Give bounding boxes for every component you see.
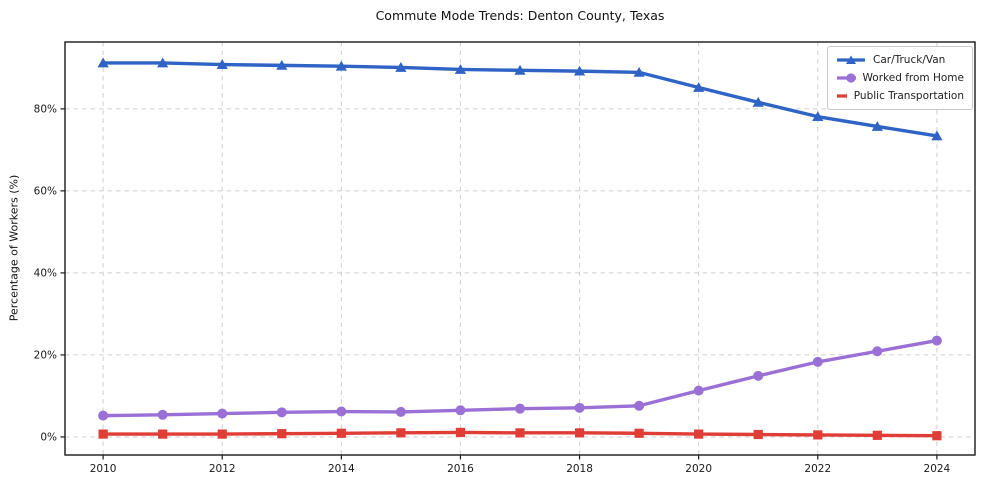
data-point-marker-worked-from-home — [336, 406, 347, 417]
data-point-marker-worked-from-home — [931, 335, 942, 346]
plot-border — [64, 41, 976, 456]
data-point-marker-public-transportation — [98, 429, 108, 439]
data-point-marker-public-transportation — [872, 430, 882, 440]
data-point-marker-worked-from-home — [812, 356, 823, 367]
legend-item-car-truck-van: Car/Truck/Van — [836, 53, 964, 67]
data-point-marker-car-truck-van — [454, 64, 467, 74]
data-point-marker-public-transportation — [574, 428, 585, 438]
y-tick-label: 80% — [34, 103, 57, 115]
y-tick-label: 0% — [40, 431, 57, 443]
x-tick-label: 2018 — [566, 463, 593, 475]
data-point-marker-public-transportation — [277, 429, 287, 439]
x-tick-label: 2016 — [447, 463, 474, 475]
data-point-marker-car-truck-van — [871, 121, 883, 131]
data-point-marker-public-transportation — [932, 431, 942, 441]
x-tick-label: 2022 — [804, 463, 831, 475]
data-point-marker-public-transportation — [753, 429, 763, 440]
data-point-marker-worked-from-home — [455, 405, 466, 416]
data-point-marker-car-truck-van — [752, 96, 764, 107]
data-point-marker-worked-from-home — [753, 370, 764, 381]
circle-marker-icon — [837, 73, 856, 83]
data-point-marker-public-transportation — [217, 429, 227, 439]
data-point-marker-public-transportation — [455, 427, 466, 438]
data-point-marker-worked-from-home — [395, 406, 406, 417]
legend-label-worked-from-home: Worked from Home — [862, 72, 964, 84]
data-point-marker-worked-from-home — [634, 400, 645, 411]
data-point-marker-worked-from-home — [515, 403, 525, 414]
data-point-marker-worked-from-home — [574, 402, 585, 413]
data-point-marker-public-transportation — [336, 428, 346, 438]
x-tick-label: 2012 — [209, 463, 236, 475]
data-point-marker-car-truck-van — [97, 57, 109, 68]
data-point-marker-car-truck-van — [573, 65, 586, 76]
data-point-marker-car-truck-van — [216, 59, 228, 69]
x-tick-label: 2010 — [90, 463, 117, 475]
data-point-marker-worked-from-home — [157, 409, 168, 420]
x-tick-label: 2014 — [328, 463, 355, 475]
data-point-marker-car-truck-van — [812, 111, 824, 122]
data-point-marker-car-truck-van — [157, 57, 169, 68]
legend-label-public-transportation: Public Transportation — [853, 90, 964, 102]
data-point-marker-worked-from-home — [693, 385, 704, 396]
data-point-marker-worked-from-home — [217, 408, 228, 419]
data-point-marker-car-truck-van — [514, 64, 526, 75]
data-point-marker-public-transportation — [694, 429, 704, 439]
data-point-marker-worked-from-home — [98, 410, 109, 421]
data-point-marker-public-transportation — [158, 429, 168, 439]
chart-title: Commute Mode Trends: Denton County, Texa… — [375, 8, 665, 23]
data-point-marker-car-truck-van — [931, 130, 943, 141]
data-point-marker-car-truck-van — [633, 66, 645, 77]
legend-item-worked-from-home: Worked from Home — [836, 71, 964, 85]
legend-item-public-transportation: Public Transportation — [836, 89, 964, 103]
data-point-marker-public-transportation — [396, 428, 406, 438]
y-tick-label: 20% — [34, 349, 57, 361]
data-point-marker-public-transportation — [813, 430, 823, 440]
triangle-marker-icon — [837, 55, 865, 64]
data-point-marker-car-truck-van — [335, 60, 347, 71]
data-point-marker-car-truck-van — [395, 62, 407, 72]
data-point-marker-car-truck-van — [693, 82, 705, 92]
legend: Car/Truck/Van Worked from Home Public Tran… — [827, 46, 973, 110]
data-point-marker-worked-from-home — [276, 407, 287, 418]
data-point-marker-public-transportation — [515, 428, 525, 438]
data-point-marker-worked-from-home — [872, 346, 883, 357]
y-tick-label: 60% — [34, 185, 57, 197]
x-tick-label: 2024 — [924, 463, 951, 475]
x-tick-label: 2020 — [685, 463, 712, 475]
square-marker-icon — [837, 94, 847, 98]
legend-label-car-truck-van: Car/Truck/Van — [873, 54, 946, 66]
data-point-marker-car-truck-van — [276, 59, 288, 70]
y-tick-label: 40% — [34, 267, 57, 279]
data-point-marker-public-transportation — [634, 428, 644, 438]
